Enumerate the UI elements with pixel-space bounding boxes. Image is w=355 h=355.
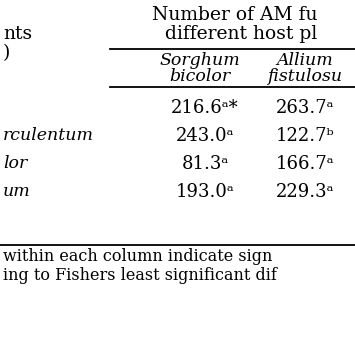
- Text: 81.3ᵃ: 81.3ᵃ: [181, 155, 229, 173]
- Text: Sorghum: Sorghum: [160, 52, 240, 69]
- Text: 229.3ᵃ: 229.3ᵃ: [276, 183, 334, 201]
- Text: 122.7ᵇ: 122.7ᵇ: [276, 127, 334, 145]
- Text: Number of AM fu: Number of AM fu: [152, 6, 317, 24]
- Text: rculentum: rculentum: [3, 127, 94, 144]
- Text: 193.0ᵃ: 193.0ᵃ: [176, 183, 234, 201]
- Text: nts: nts: [3, 25, 32, 43]
- Text: fistulosu: fistulosu: [267, 68, 343, 85]
- Text: ): ): [3, 44, 10, 62]
- Text: um: um: [3, 183, 31, 200]
- Text: ing to Fishers least significant dif: ing to Fishers least significant dif: [3, 267, 277, 284]
- Text: 166.7ᵃ: 166.7ᵃ: [276, 155, 334, 173]
- Text: Allium: Allium: [277, 52, 333, 69]
- Text: 263.7ᵃ: 263.7ᵃ: [276, 99, 334, 117]
- Text: bicolor: bicolor: [169, 68, 230, 85]
- Text: 243.0ᵃ: 243.0ᵃ: [176, 127, 234, 145]
- Text: within each column indicate sign: within each column indicate sign: [3, 248, 272, 265]
- Text: 216.6ᵃ*: 216.6ᵃ*: [171, 99, 239, 117]
- Text: different host pl: different host pl: [165, 25, 317, 43]
- Text: lor: lor: [3, 155, 27, 172]
